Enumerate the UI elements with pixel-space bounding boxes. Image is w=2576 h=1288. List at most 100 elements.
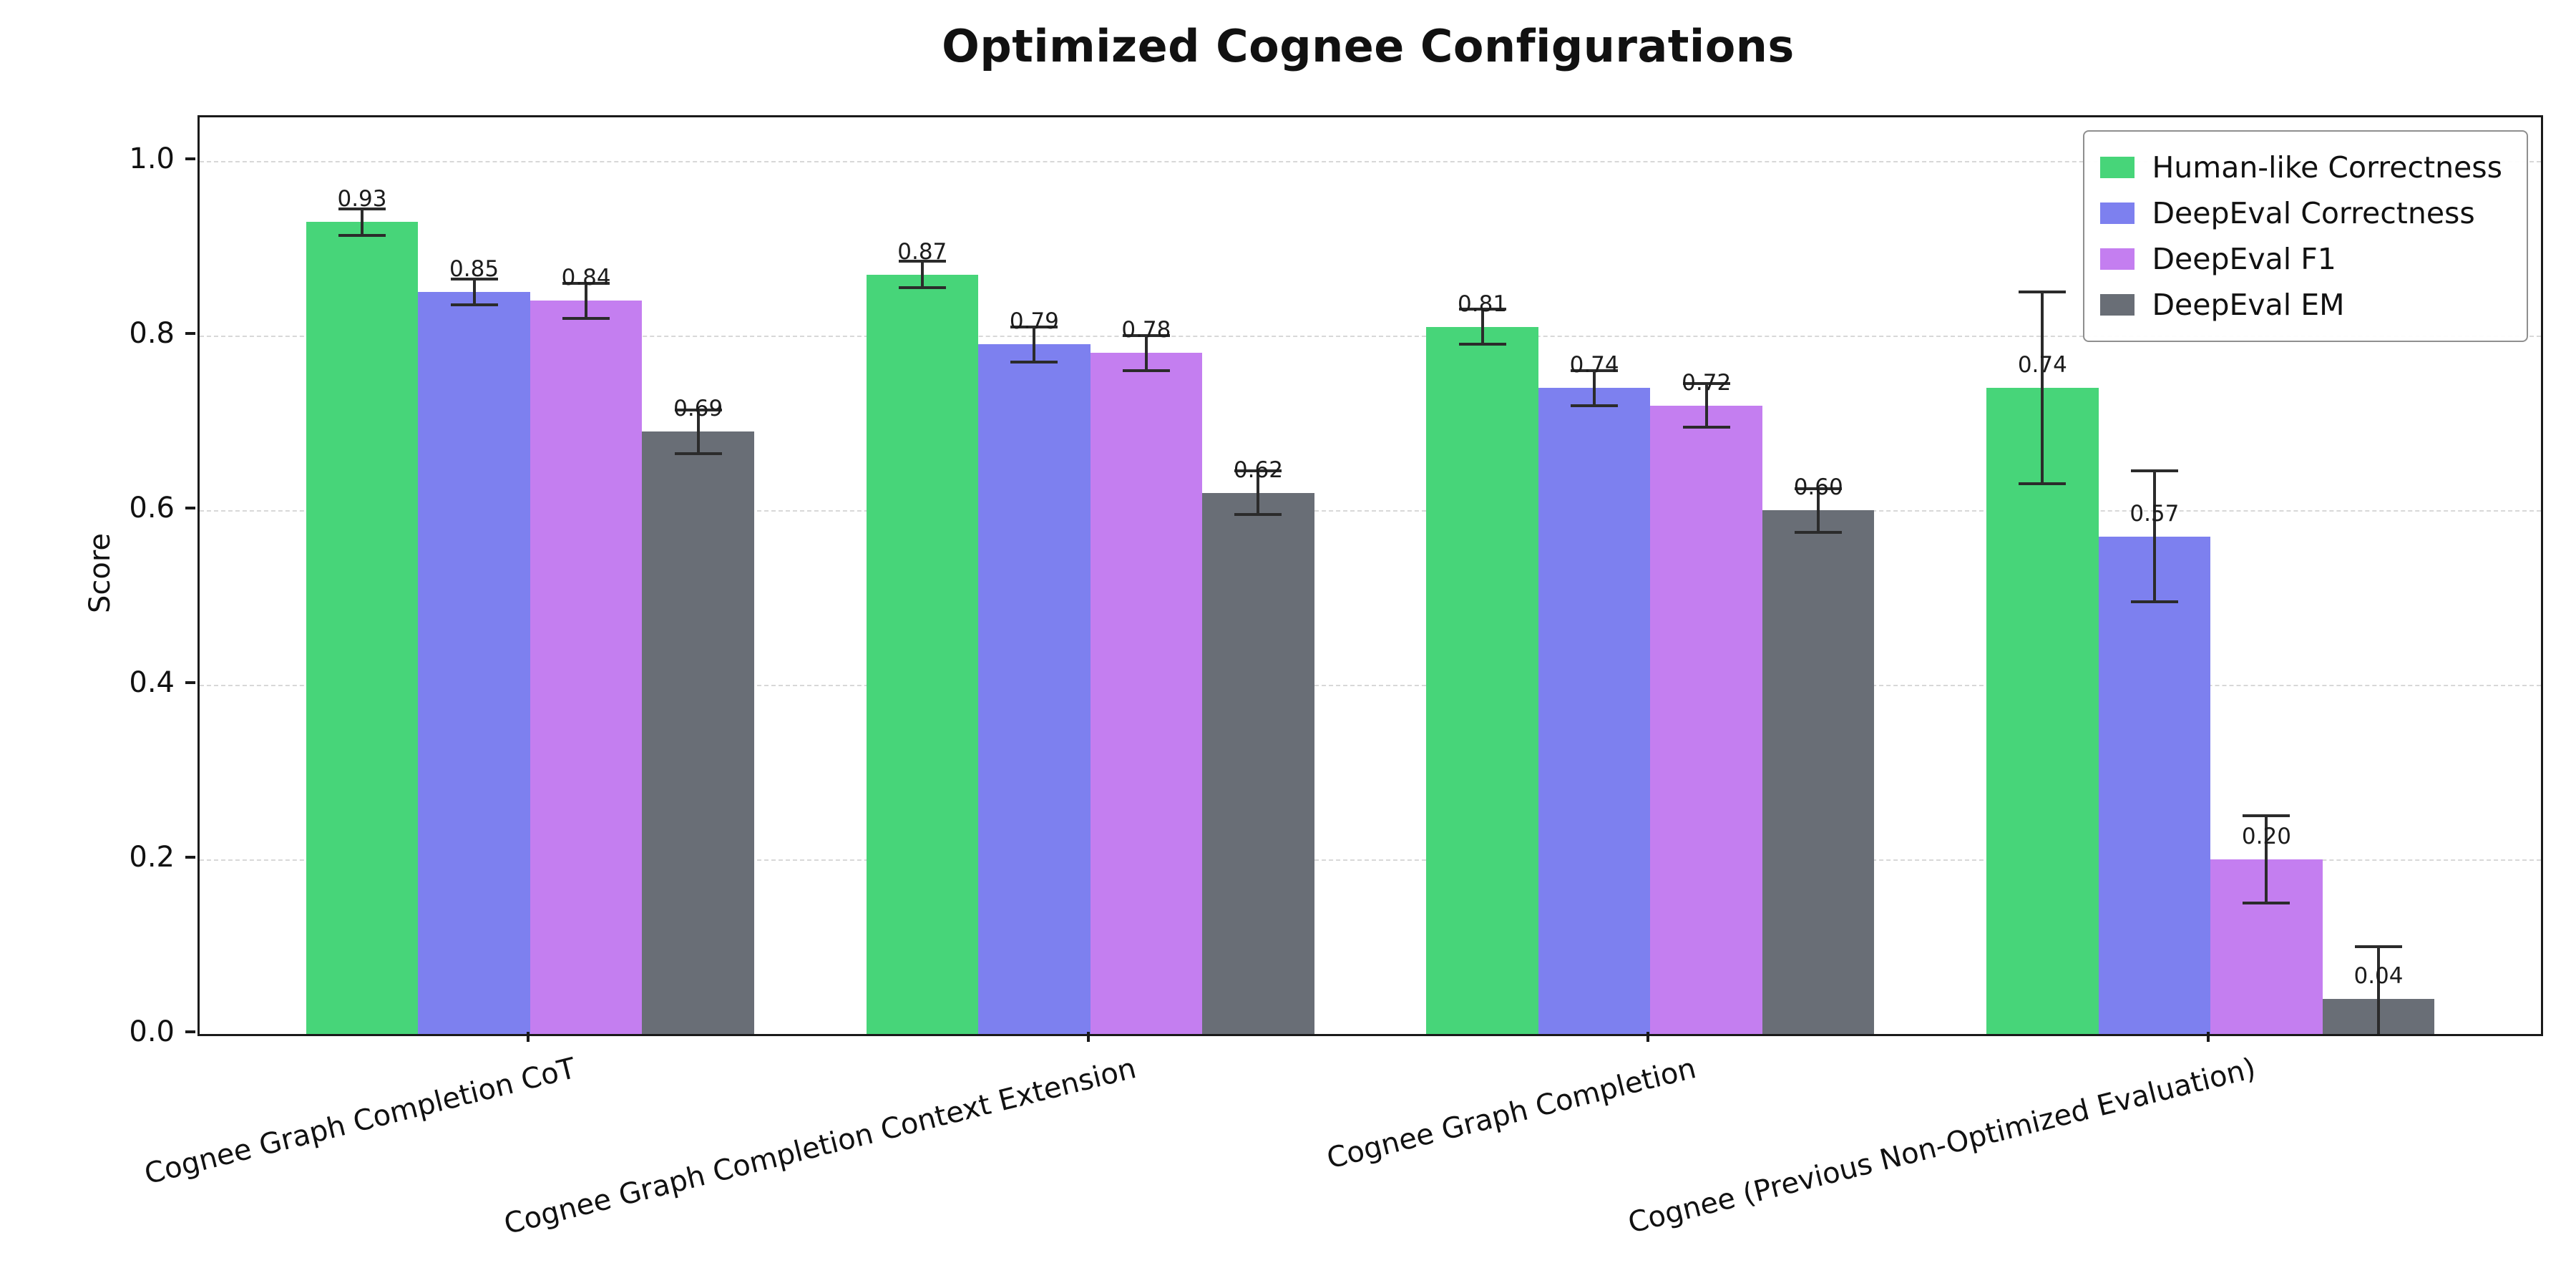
error-bar-line bbox=[361, 209, 364, 235]
bar bbox=[978, 344, 1091, 1034]
error-bar-cap-bottom bbox=[1122, 369, 1170, 372]
error-bar-cap-bottom bbox=[562, 316, 610, 320]
error-bar-cap-bottom bbox=[2243, 902, 2290, 904]
legend-color-swatch bbox=[2100, 294, 2135, 316]
bar-value-label: 0.93 bbox=[337, 186, 387, 213]
y-tick-label: 0.4 bbox=[129, 666, 175, 699]
error-bar-line bbox=[1033, 326, 1036, 362]
error-bar-cap-bottom bbox=[898, 286, 946, 289]
legend-item: DeepEval F1 bbox=[2100, 236, 2502, 282]
gridline bbox=[200, 859, 2541, 861]
x-tick-label: Cognee Graph Completion Context Extensio… bbox=[500, 1052, 1139, 1241]
error-bar-line bbox=[1817, 488, 1820, 532]
x-tick-label: Cognee Graph Completion CoT bbox=[141, 1052, 579, 1191]
bar-value-label: 0.84 bbox=[561, 265, 611, 291]
plot-area: Human-like Correctness DeepEval Correctne… bbox=[197, 115, 2543, 1036]
bar bbox=[2098, 536, 2211, 1034]
bar bbox=[642, 431, 754, 1034]
error-bar-cap-top bbox=[338, 208, 386, 211]
gridline bbox=[200, 336, 2541, 337]
y-tick-label: 0.6 bbox=[129, 492, 175, 525]
bar bbox=[1538, 388, 1651, 1034]
bar-value-label: 0.81 bbox=[1458, 291, 1508, 317]
error-bar-cap-bottom bbox=[1010, 360, 1058, 364]
y-tick-mark bbox=[185, 507, 195, 509]
y-tick-mark bbox=[185, 332, 195, 335]
legend-color-swatch bbox=[2100, 248, 2135, 270]
error-bar-cap-bottom bbox=[674, 452, 722, 455]
legend-item: DeepEval EM bbox=[2100, 282, 2502, 328]
x-tick-label: Cognee (Previous Non-Optimized Evaluatio… bbox=[1625, 1052, 2260, 1240]
error-bar-cap-bottom bbox=[2019, 482, 2067, 486]
error-bar-line bbox=[920, 261, 924, 288]
error-bar-cap-bottom bbox=[1234, 513, 1282, 517]
bar-value-label: 0.62 bbox=[1233, 457, 1283, 483]
gridline bbox=[200, 685, 2541, 686]
bar-value-label: 0.60 bbox=[1793, 474, 1843, 500]
error-bar-cap-top bbox=[1571, 369, 1619, 372]
error-bar-cap-top bbox=[1458, 308, 1506, 311]
error-bar-line bbox=[585, 283, 588, 318]
bar-value-label: 0.78 bbox=[1121, 317, 1171, 343]
error-bar-line bbox=[472, 278, 476, 306]
error-bar-line bbox=[1144, 336, 1148, 371]
bar bbox=[1202, 492, 1314, 1034]
error-bar-cap-top bbox=[562, 281, 610, 285]
error-bar-cap-top bbox=[1234, 469, 1282, 473]
bar-value-label: 0.20 bbox=[2241, 824, 2291, 849]
legend-color-swatch bbox=[2100, 203, 2135, 224]
gridline bbox=[200, 1034, 2541, 1035]
error-bar-line bbox=[2376, 947, 2380, 1034]
y-tick-mark bbox=[185, 856, 195, 859]
error-bar-cap-top bbox=[898, 260, 946, 263]
bar bbox=[418, 292, 530, 1034]
legend-series-label: DeepEval EM bbox=[2152, 288, 2345, 322]
error-bar-cap-bottom bbox=[1458, 343, 1506, 346]
bar-value-label: 0.04 bbox=[2353, 963, 2404, 990]
error-bar-cap-top bbox=[2019, 291, 2067, 293]
error-bar-cap-bottom bbox=[1571, 404, 1619, 407]
legend-series-label: DeepEval Correctness bbox=[2152, 196, 2475, 230]
chart-title: Optimized Cognee Configurations bbox=[942, 20, 1795, 72]
error-bar-cap-top bbox=[450, 277, 498, 280]
legend-color-swatch bbox=[2100, 157, 2135, 178]
legend-item: DeepEval Correctness bbox=[2100, 190, 2502, 236]
bar-value-label: 0.87 bbox=[897, 238, 947, 265]
bar bbox=[1762, 510, 1875, 1034]
error-bar-cap-bottom bbox=[338, 233, 386, 237]
error-bar-line bbox=[2152, 471, 2156, 602]
error-bar-cap-top bbox=[2243, 814, 2290, 817]
bar bbox=[530, 301, 643, 1034]
error-bar-cap-top bbox=[2354, 945, 2402, 948]
x-axis-tick-labels: Cognee Graph Completion CoT Cognee Graph … bbox=[141, 1039, 2539, 1288]
bar-value-label: 0.85 bbox=[449, 256, 499, 282]
bar bbox=[1426, 326, 1538, 1034]
bar bbox=[1650, 405, 1762, 1034]
legend-item: Human-like Correctness bbox=[2100, 145, 2502, 190]
error-bar-line bbox=[1704, 384, 1708, 428]
bar-value-label: 0.69 bbox=[673, 396, 723, 422]
error-bar-cap-top bbox=[2130, 469, 2178, 473]
gridline bbox=[200, 510, 2541, 512]
x-tick-label: Cognee Graph Completion bbox=[1323, 1052, 1699, 1176]
y-axis-tick-labels: 0.0 0.2 0.4 0.6 0.8 1.0 bbox=[0, 115, 185, 1048]
legend: Human-like Correctness DeepEval Correctne… bbox=[2083, 130, 2528, 342]
legend-series-label: Human-like Correctness bbox=[2152, 150, 2502, 185]
error-bar-line bbox=[1480, 309, 1484, 345]
error-bar-cap-bottom bbox=[450, 303, 498, 307]
error-bar-line bbox=[1257, 471, 1260, 515]
y-tick-mark bbox=[185, 1030, 195, 1033]
error-bar-cap-bottom bbox=[2130, 600, 2178, 604]
error-bar-cap-top bbox=[1795, 487, 1843, 490]
error-bar-cap-top bbox=[1010, 325, 1058, 328]
bar bbox=[1090, 353, 1203, 1034]
y-tick-label: 0.0 bbox=[129, 1015, 175, 1048]
bar bbox=[1986, 388, 2099, 1034]
error-bar-line bbox=[696, 409, 700, 454]
bar-value-label: 0.74 bbox=[1569, 352, 1619, 379]
y-tick-label: 0.2 bbox=[129, 841, 175, 874]
error-bar-cap-top bbox=[1682, 382, 1730, 386]
bar-value-label: 0.74 bbox=[2017, 352, 2067, 379]
bar bbox=[866, 274, 979, 1034]
